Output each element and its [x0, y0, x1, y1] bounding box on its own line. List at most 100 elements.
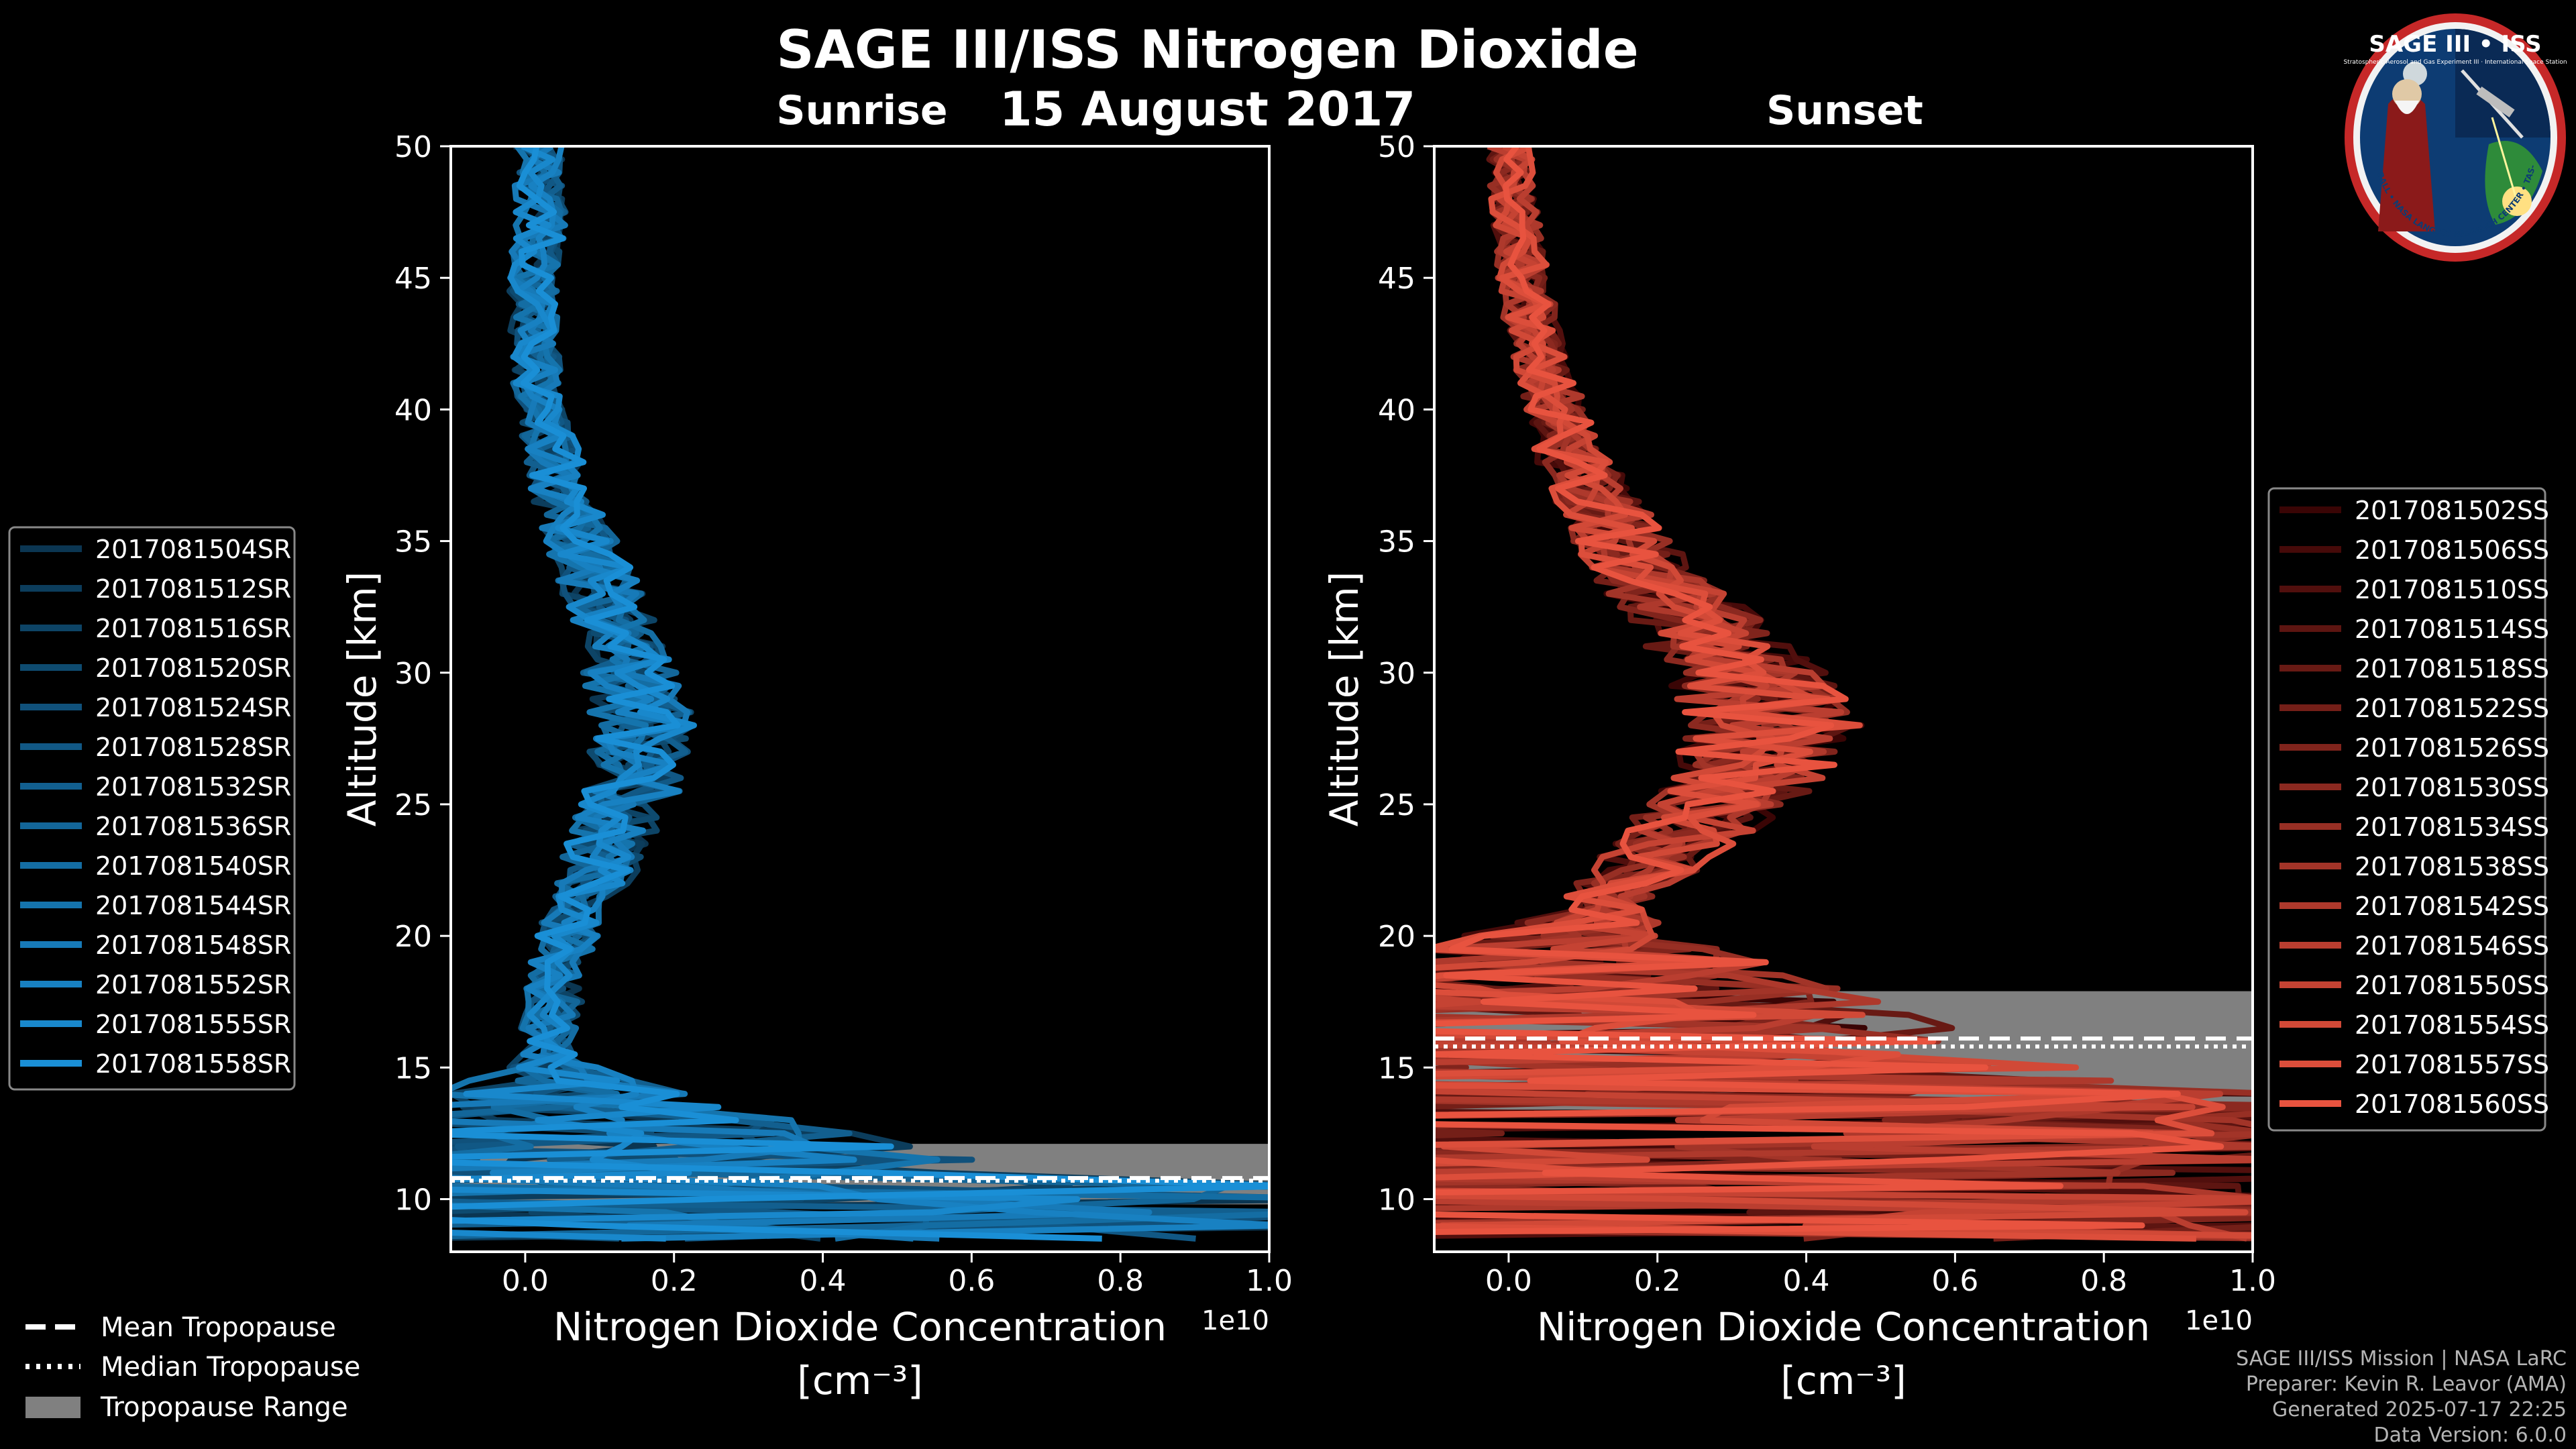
sunset-panel-title: Sunset: [1766, 87, 1923, 134]
sunrise-profiles: [451, 146, 1269, 1242]
x-tick-label: 0.6: [1931, 1264, 1978, 1298]
x-tick-label: 0.4: [800, 1264, 847, 1298]
legend-label: 2017081532SR: [95, 772, 291, 802]
y-tick-label: 30: [394, 657, 432, 691]
y-tick-label: 40: [394, 393, 432, 427]
main-date: 15 August 2017: [999, 82, 1416, 137]
sunrise-x-ticks: 0.0 0.2 0.4 0.6 0.8 1.0: [502, 1252, 1293, 1298]
legend-label: 2017081552SR: [95, 970, 291, 1000]
y-tick-label: 50: [1378, 130, 1415, 164]
legend-label: 2017081530SS: [2355, 773, 2549, 802]
sunset-x-ticks: 0.0 0.2 0.4 0.6 0.8 1.0: [1485, 1252, 2276, 1298]
tropopause-legend: Mean Tropopause Median Tropopause Tropop…: [25, 1312, 360, 1423]
y-tick-label: 10: [394, 1183, 432, 1218]
x-tick-label: 1.0: [1246, 1264, 1293, 1298]
sunset-x-axis-unit: [cm⁻³]: [1780, 1358, 1907, 1403]
sunset-x-scale-label: 1e10: [2185, 1305, 2253, 1336]
legend-label: 2017081512SR: [95, 574, 291, 604]
x-tick-label: 0.2: [1634, 1264, 1681, 1298]
legend-label: 2017081516SR: [95, 614, 291, 643]
y-tick-label: 45: [394, 262, 432, 296]
footer-generated: Generated 2025-07-17 22:25: [2271, 1398, 2567, 1421]
y-tick-label: 25: [394, 788, 432, 822]
y-tick-label: 30: [1378, 657, 1415, 691]
sunset-profiles: [1434, 146, 2253, 1242]
legend-label: 2017081514SS: [2355, 614, 2549, 644]
legend-label: 2017081554SS: [2355, 1010, 2549, 1040]
sunset-axes-frame: [1433, 145, 2254, 1253]
y-tick-label: 40: [1378, 393, 1415, 427]
x-tick-label: 0.8: [2080, 1264, 2127, 1298]
legend-label: 2017081528SR: [95, 733, 291, 762]
legend-label: 2017081510SS: [2355, 575, 2549, 604]
sunrise-x-scale-label: 1e10: [1201, 1305, 1269, 1336]
x-tick-label: 0.2: [651, 1264, 698, 1298]
sunrise-profile-2017081536SR: [451, 146, 1231, 1240]
sunrise-legend: 2017081504SR 2017081512SR 2017081516SR 2017…: [8, 526, 296, 1091]
y-tick-label: 50: [394, 130, 432, 164]
sunrise-x-axis-label: Nitrogen Dioxide Concentration: [553, 1304, 1167, 1350]
tropopause-range-swatch: [25, 1397, 80, 1418]
sunrise-y-ticks: 10 15 20 25 30 35 40 45 50: [394, 130, 451, 1218]
legend-label: 2017081557SS: [2355, 1050, 2549, 1079]
y-tick-label: 10: [1378, 1183, 1415, 1218]
sunset-y-ticks: 10 15 20 25 30 35 40 45 50: [1378, 130, 1434, 1218]
legend-label: 2017081538SS: [2355, 852, 2549, 881]
y-tick-label: 35: [394, 525, 432, 559]
legend-label: 2017081522SS: [2355, 694, 2549, 723]
legend-label: 2017081518SS: [2355, 654, 2549, 684]
legend-label: 2017081548SR: [95, 930, 291, 960]
sunset-x-axis-label: Nitrogen Dioxide Concentration: [1537, 1304, 2150, 1350]
legend-label: 2017081560SS: [2355, 1089, 2549, 1119]
x-tick-label: 0.8: [1097, 1264, 1144, 1298]
sunrise-x-axis-unit: [cm⁻³]: [797, 1358, 923, 1403]
legend-label: 2017081506SS: [2355, 535, 2549, 565]
legend-label: 2017081546SS: [2355, 931, 2549, 961]
y-tick-label: 25: [1378, 788, 1415, 822]
sunset-plot-area: [1434, 146, 2253, 1242]
legend-label: 2017081558SR: [95, 1049, 291, 1079]
footer-mission: SAGE III/ISS Mission | NASA LaRC: [2236, 1347, 2567, 1371]
legend-label: 2017081544SR: [95, 891, 291, 920]
x-tick-label: 1.0: [2229, 1264, 2276, 1298]
sunrise-profile-2017081558SR: [451, 146, 1269, 1242]
legend-label: 2017081540SR: [95, 851, 291, 881]
sunset-y-axis-label: Altitude [km]: [1322, 572, 1367, 826]
legend-label: 2017081526SS: [2355, 733, 2549, 763]
x-tick-label: 0.0: [1485, 1264, 1532, 1298]
sunrise-legend-box: [8, 526, 296, 1091]
logo-title: SAGE III • ISS: [2369, 31, 2541, 58]
legend-label: 2017081520SR: [95, 653, 291, 683]
y-tick-label: 20: [394, 920, 432, 954]
sunset-chart: 10 15 20 25 30 35 40 45 50 0.0 0.2 0.4 0.6 0.8 1.0 1e…: [1322, 130, 2276, 1403]
tropopause-range-label: Tropopause Range: [100, 1392, 348, 1423]
sunrise-profile-2017081528SR: [451, 146, 1196, 1242]
footer-preparer: Preparer: Kevin R. Leavor (AMA): [2245, 1373, 2567, 1396]
legend-label: 2017081555SR: [95, 1010, 291, 1039]
sunrise-profile-2017081548SR: [451, 146, 1152, 1242]
legend-label: 2017081542SS: [2355, 892, 2549, 921]
legend-label: 2017081536SR: [95, 812, 291, 841]
footer-data-version: Data Version: 6.0.0: [2373, 1424, 2567, 1447]
legend-label: 2017081504SR: [95, 535, 291, 564]
y-tick-label: 15: [394, 1051, 432, 1085]
x-tick-label: 0.4: [1783, 1264, 1830, 1298]
sunrise-plot-area: [451, 146, 1269, 1242]
sunrise-profile-2017081512SR: [451, 146, 1269, 1240]
x-tick-label: 0.6: [948, 1264, 995, 1298]
legend-label: 2017081502SS: [2355, 496, 2549, 525]
y-tick-label: 35: [1378, 525, 1415, 559]
sunrise-panel-title: Sunrise: [776, 87, 948, 134]
legend-label: 2017081534SS: [2355, 812, 2549, 842]
sunrise-profile-2017081524SR: [451, 146, 1269, 1242]
sunset-profile-2017081560SS: [1434, 146, 2224, 1235]
y-tick-label: 20: [1378, 920, 1415, 954]
main-title: SAGE III/ISS Nitrogen Dioxide: [776, 20, 1639, 80]
sunrise-axes-frame: [449, 145, 1271, 1253]
y-tick-label: 15: [1378, 1051, 1415, 1085]
legend-label: 2017081524SR: [95, 693, 291, 722]
legend-label: 2017081550SS: [2355, 971, 2549, 1000]
logo-subtext: Stratospheric Aerosol and Gas Experiment…: [2343, 59, 2567, 66]
mean-tropopause-label: Mean Tropopause: [101, 1312, 336, 1343]
